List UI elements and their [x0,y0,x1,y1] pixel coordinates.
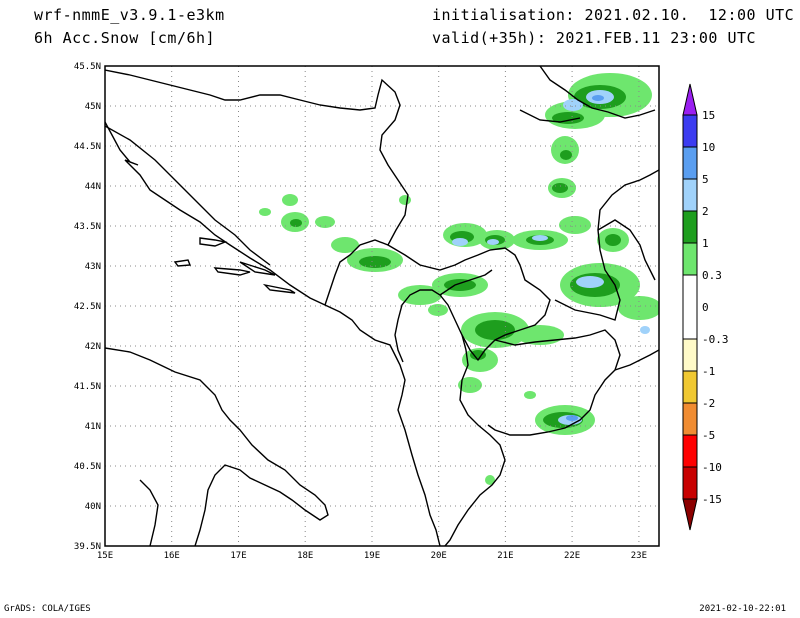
colorbar-label: -1 [702,365,715,378]
coastlines-and-borders [105,66,659,546]
colorbar-label: 15 [702,109,715,122]
colorbar: 15 10 5 2 1 0.3 0 -0.3 -1 -2 -5 -10 -15 [682,83,729,531]
lat-lon-grid [105,66,659,546]
valid-time: valid(+35h): 2021.FEB.11 23:00 UTC [432,29,757,47]
colorbar-label: 0.3 [702,269,722,282]
colorbar-label: -2 [702,397,715,410]
lon-tick-label: 19E [364,551,380,561]
lat-tick-label: 44.5N [74,142,101,152]
colorbar-swatch [682,338,698,372]
initialisation-time: initialisation: 2021.02.10. 12:00 UTC [432,6,795,24]
footer-timestamp: 2021-02-10-22:01 [699,604,786,614]
colorbar-swatch [682,466,698,500]
colorbar-top-arrow [682,83,698,116]
lat-tick-label: 42.5N [74,302,101,312]
lat-tick-label: 42N [85,342,101,352]
lat-tick-label: 43.5N [74,222,101,232]
colorbar-label: 10 [702,141,715,154]
map-frame [104,65,660,547]
lon-tick-label: 21E [497,551,513,561]
lat-axis-labels: 45.5N 45N 44.5N 44N 43.5N 43N 42.5N 42N … [74,62,101,552]
colorbar-swatch [682,434,698,468]
field-title: 6h Acc.Snow [cm/6h] [34,29,216,47]
lon-tick-label: 20E [431,551,447,561]
lat-tick-label: 40.5N [74,462,101,472]
lon-tick-label: 22E [564,551,580,561]
lat-tick-label: 45N [85,102,101,112]
colorbar-swatch [682,114,698,148]
lon-axis-labels: 15E 16E 17E 18E 19E 20E 21E 22E 23E [97,551,647,561]
colorbar-label: -0.3 [702,333,729,346]
colorbar-swatch [682,242,698,276]
snow-field [259,73,659,485]
colorbar-label: 0 [702,301,709,314]
lat-tick-label: 41N [85,422,101,432]
colorbar-bottom-arrow [682,498,698,531]
lat-tick-label: 40N [85,502,101,512]
colorbar-swatch [682,210,698,244]
colorbar-swatch [682,402,698,436]
lat-tick-label: 39.5N [74,542,101,552]
lat-tick-label: 43N [85,262,101,272]
lon-tick-label: 15E [97,551,113,561]
colorbar-swatch [682,370,698,404]
colorbar-label: 1 [702,237,709,250]
lon-tick-label: 23E [631,551,647,561]
colorbar-label: -10 [702,461,722,474]
lon-tick-label: 18E [297,551,313,561]
lon-tick-label: 16E [164,551,180,561]
footer-credit: GrADS: COLA/IGES [4,604,91,614]
lat-tick-label: 44N [85,182,101,192]
colorbar-swatch [682,274,698,340]
lon-tick-label: 17E [230,551,246,561]
model-title: wrf-nmmE_v3.9.1-e3km [34,6,225,24]
colorbar-label: -5 [702,429,715,442]
lat-tick-label: 45.5N [74,62,101,72]
colorbar-label: 2 [702,205,709,218]
colorbar-label: -15 [702,493,722,506]
colorbar-swatch [682,178,698,212]
colorbar-label: 5 [702,173,709,186]
lat-tick-label: 41.5N [74,382,101,392]
colorbar-swatch [682,146,698,180]
